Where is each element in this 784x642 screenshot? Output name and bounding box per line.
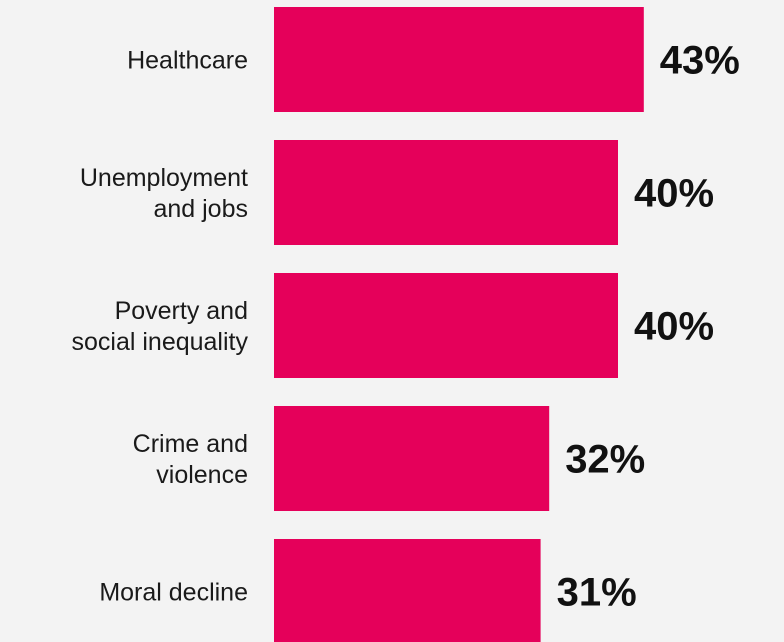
value-label-4: 31%: [557, 571, 637, 615]
value-label-3: 32%: [565, 438, 645, 482]
category-label-line: Healthcare: [127, 47, 248, 75]
category-label-line: Poverty and: [115, 297, 248, 325]
category-label-1: Unemployment and jobs: [80, 164, 248, 223]
category-label-4: Moral decline: [99, 579, 248, 607]
category-label-line: social inequality: [72, 328, 249, 356]
bar-3: [274, 406, 550, 511]
category-label-line: and jobs: [153, 195, 248, 223]
category-label-line: violence: [156, 461, 248, 489]
value-label-2: 40%: [634, 305, 714, 349]
bar-2: [274, 273, 618, 378]
bar-4: [274, 539, 541, 642]
category-label-line: Unemployment: [80, 164, 248, 192]
category-label-0: Healthcare: [127, 47, 248, 75]
bar-1: [274, 140, 618, 245]
category-label-line: Moral decline: [99, 579, 248, 607]
category-label-line: Crime and: [133, 430, 248, 458]
category-label-2: Poverty and social inequality: [72, 297, 249, 356]
category-label-3: Crime and violence: [133, 430, 248, 489]
value-label-0: 43%: [660, 39, 740, 83]
bar-0: [274, 7, 644, 112]
value-label-1: 40%: [634, 172, 714, 216]
